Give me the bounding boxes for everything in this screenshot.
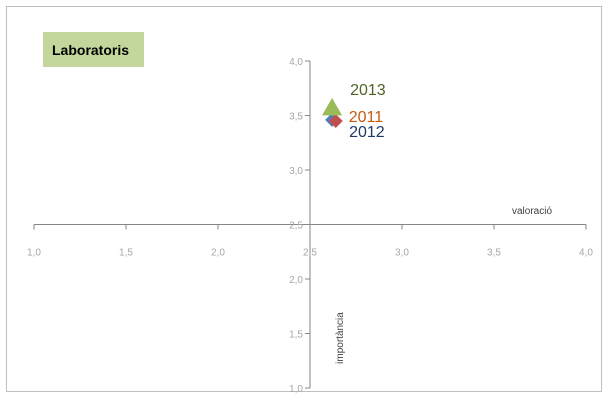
data-label-2013: 2013	[350, 82, 386, 99]
chart-frame	[6, 6, 602, 392]
x-tick-label: 4,0	[579, 248, 593, 259]
chart-title: Laboratoris	[43, 32, 144, 67]
chart-title-text: Laboratoris	[52, 41, 130, 58]
x-tick-label: 3,5	[487, 248, 501, 259]
x-tick-label: 1,5	[119, 248, 133, 259]
x-tick-label: 2,0	[211, 248, 225, 259]
data-point-2013	[322, 97, 343, 116]
data-point-2011	[328, 113, 343, 128]
x-tick-label: 1,0	[27, 248, 41, 259]
x-tick-label: 3,0	[395, 248, 409, 259]
y-tick-label: 4,0	[289, 57, 303, 68]
y-tick-label: 2,0	[289, 275, 303, 286]
data-label-2012: 2012	[349, 124, 385, 141]
y-tick-label: 2,5	[289, 221, 303, 232]
y-tick-label: 3,5	[289, 112, 303, 123]
y-tick-label: 1,0	[289, 384, 303, 394]
y-tick-label: 3,0	[289, 166, 303, 177]
x-tick-label: 2,5	[303, 248, 317, 259]
data-label-2011: 2011	[349, 109, 384, 126]
y-tick-label: 1,5	[289, 330, 303, 341]
y-axis-title: importància	[335, 312, 346, 364]
x-axis-title: valoració	[512, 206, 552, 217]
